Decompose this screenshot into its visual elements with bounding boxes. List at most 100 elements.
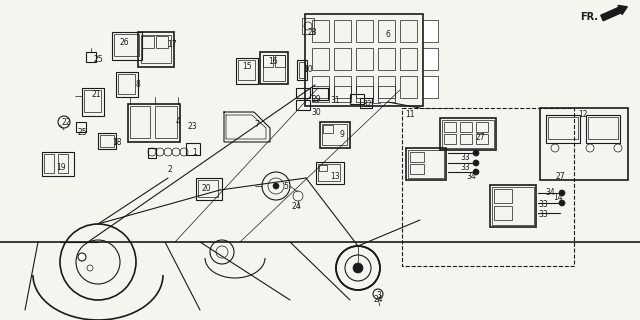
Text: 18: 18: [112, 138, 122, 147]
Text: 15: 15: [242, 62, 252, 71]
Bar: [98, 133, 116, 149]
Bar: [128, 104, 180, 142]
Bar: [305, 14, 423, 106]
Bar: [586, 115, 620, 143]
Bar: [86, 52, 96, 62]
Bar: [44, 154, 54, 173]
Bar: [460, 122, 472, 132]
Circle shape: [473, 169, 479, 175]
Text: 32: 32: [362, 100, 372, 109]
Bar: [356, 86, 373, 102]
Bar: [410, 152, 424, 162]
Text: 23: 23: [188, 122, 198, 131]
Text: 33: 33: [538, 200, 548, 209]
Bar: [296, 88, 310, 98]
Bar: [116, 72, 138, 97]
Text: 12: 12: [578, 110, 588, 119]
Text: 8: 8: [136, 80, 141, 89]
Bar: [84, 90, 101, 112]
Circle shape: [473, 160, 479, 166]
Text: 31: 31: [330, 96, 340, 105]
Bar: [297, 60, 307, 80]
Bar: [400, 20, 417, 42]
Bar: [423, 48, 438, 70]
Bar: [141, 35, 171, 63]
Bar: [490, 185, 536, 227]
Bar: [546, 115, 580, 143]
Bar: [476, 122, 488, 132]
Bar: [296, 100, 310, 110]
Text: 33: 33: [460, 153, 470, 162]
Circle shape: [559, 200, 565, 206]
Bar: [156, 36, 168, 48]
Circle shape: [473, 150, 479, 156]
Bar: [356, 76, 373, 98]
Bar: [588, 117, 618, 139]
Bar: [238, 60, 255, 80]
Bar: [118, 74, 135, 94]
Text: 3: 3: [376, 291, 381, 300]
Bar: [58, 154, 68, 173]
Text: 26: 26: [120, 38, 130, 47]
Bar: [402, 108, 574, 266]
Bar: [444, 122, 456, 132]
Bar: [322, 124, 347, 145]
Bar: [196, 178, 222, 200]
Bar: [318, 164, 340, 181]
Text: 28: 28: [307, 28, 317, 37]
Text: 13: 13: [330, 172, 340, 181]
Text: 9: 9: [340, 130, 345, 139]
Text: 25: 25: [78, 128, 88, 137]
Bar: [378, 20, 395, 42]
Bar: [378, 76, 395, 98]
Bar: [100, 135, 114, 147]
Circle shape: [353, 263, 363, 273]
Bar: [312, 20, 329, 42]
Bar: [312, 76, 329, 98]
Bar: [236, 58, 258, 84]
Bar: [138, 32, 174, 67]
Bar: [406, 148, 446, 180]
Bar: [444, 134, 456, 144]
Text: 33: 33: [460, 163, 470, 172]
Text: 34: 34: [545, 188, 555, 197]
Bar: [350, 94, 364, 104]
Bar: [275, 55, 285, 67]
Bar: [442, 120, 494, 148]
Bar: [130, 106, 150, 138]
Text: 10: 10: [303, 65, 312, 74]
Bar: [155, 106, 177, 138]
Bar: [334, 86, 351, 102]
Bar: [400, 76, 417, 98]
Text: 22: 22: [62, 118, 72, 127]
Text: 2: 2: [168, 165, 173, 174]
Text: 6: 6: [385, 30, 390, 39]
Bar: [263, 55, 285, 81]
Bar: [548, 117, 578, 139]
Bar: [423, 76, 438, 98]
Bar: [356, 48, 373, 70]
Bar: [316, 162, 344, 184]
Bar: [114, 34, 139, 56]
Bar: [494, 189, 512, 203]
Bar: [42, 152, 74, 176]
Bar: [410, 164, 424, 174]
Bar: [440, 118, 496, 150]
Bar: [299, 62, 305, 78]
Bar: [142, 36, 154, 48]
Text: 17: 17: [167, 40, 177, 49]
Text: 11: 11: [405, 110, 415, 119]
Text: 27: 27: [556, 172, 566, 181]
Text: 33: 33: [538, 210, 548, 219]
Bar: [198, 180, 218, 197]
Bar: [312, 86, 329, 102]
Bar: [378, 86, 395, 102]
Bar: [360, 98, 372, 108]
Circle shape: [559, 190, 565, 196]
Bar: [260, 52, 288, 84]
Bar: [378, 48, 395, 70]
Bar: [334, 76, 351, 98]
Bar: [356, 20, 373, 42]
Circle shape: [273, 183, 279, 189]
Bar: [494, 206, 512, 220]
